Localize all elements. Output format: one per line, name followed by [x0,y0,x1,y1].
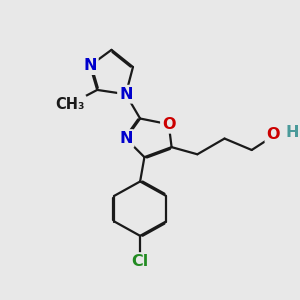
Text: N: N [119,131,133,146]
Text: CH₃: CH₃ [55,97,85,112]
Text: N: N [83,58,97,73]
Text: Cl: Cl [131,254,149,269]
Text: H: H [285,125,298,140]
Text: O: O [162,117,175,132]
Text: O: O [266,127,280,142]
Text: N: N [119,87,133,102]
